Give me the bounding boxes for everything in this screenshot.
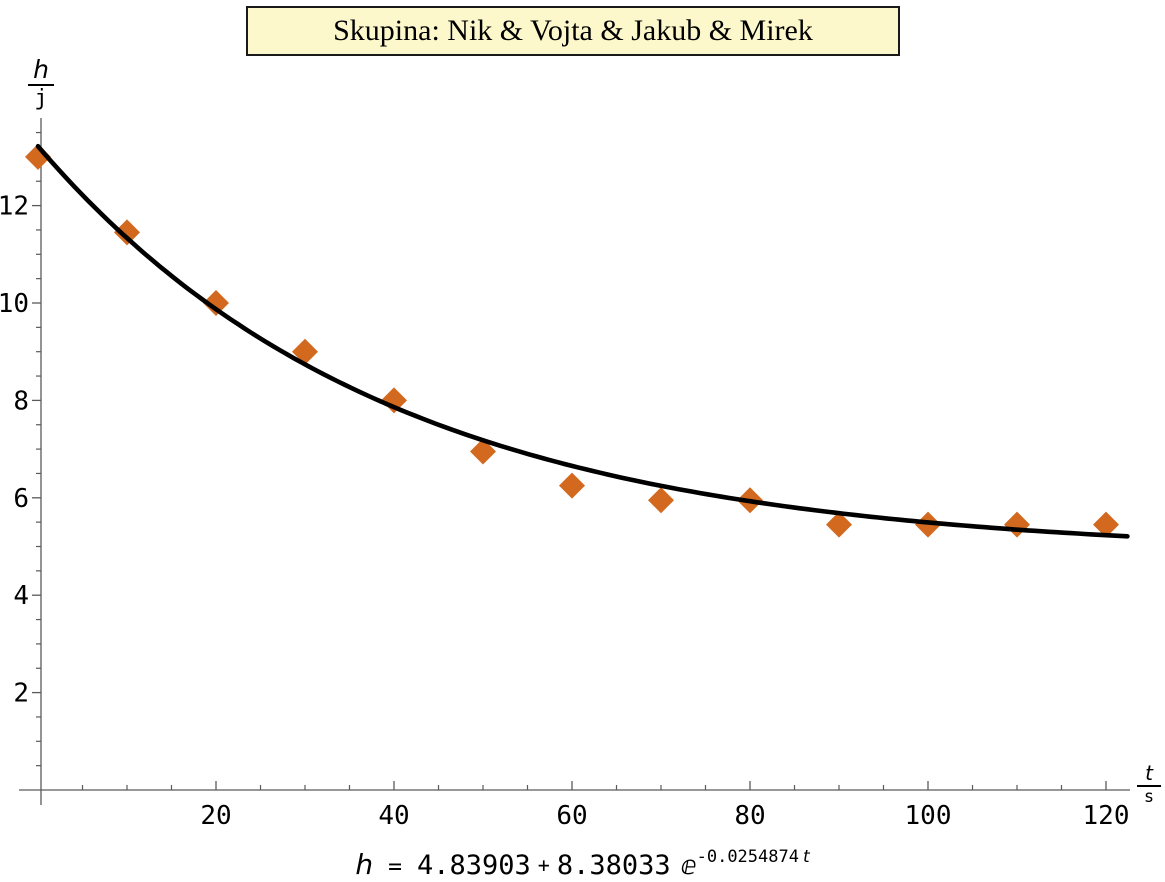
data-point-diamond: [470, 438, 496, 465]
y-tick-label: 6: [13, 484, 29, 514]
formula-exponent: -0.0254874 t: [696, 847, 810, 867]
x-tick-label: 40: [378, 801, 409, 831]
x-tick-label: 120: [1083, 801, 1130, 831]
data-point-diamond: [559, 472, 585, 499]
data-point-diamond: [826, 511, 852, 538]
y-axis-label-fraction-bar: [28, 84, 54, 86]
x-axis-label-denominator: s: [1143, 787, 1155, 807]
x-tick-label: 100: [905, 801, 952, 831]
formula-exponent-variable: t: [802, 847, 810, 867]
y-tick-label: 12: [0, 192, 29, 222]
fit-formula: h = 4.83903 +8.38033 ⅇ-0.0254874 t: [0, 836, 1165, 882]
formula-coefficient: 8.38033: [556, 850, 671, 881]
data-point-diamond: [114, 219, 140, 246]
formula-exponent-coefficient: -0.0254874: [696, 847, 799, 867]
data-point-diamond: [1093, 511, 1119, 538]
x-tick-label: 20: [200, 801, 231, 831]
data-point-diamond: [381, 387, 407, 414]
y-axis-label: h j: [28, 57, 54, 110]
data-point-diamond: [203, 290, 229, 316]
plot-title: Skupina: Nik & Vojta & Jakub & Mirek: [333, 14, 813, 47]
data-point-diamond: [1004, 511, 1030, 538]
title-box: Skupina: Nik & Vojta & Jakub & Mirek: [246, 6, 900, 56]
formula-intercept: 4.83903: [416, 850, 531, 881]
x-axis-label: t s: [1137, 763, 1161, 806]
formula-equals-sign: =: [388, 854, 402, 880]
fit-curve: [35, 143, 1130, 539]
y-tick-label: 8: [13, 386, 29, 416]
y-tick-label: 2: [13, 679, 29, 709]
y-axis-label-denominator: j: [34, 86, 48, 111]
y-tick-label: 4: [13, 581, 29, 611]
x-tick-label: 60: [556, 801, 587, 831]
x-axis-label-fraction-bar: [1137, 785, 1161, 787]
y-tick-label: 10: [0, 289, 29, 319]
y-axis-label-numerator: h: [33, 55, 49, 84]
x-tick-label: 80: [734, 801, 765, 831]
x-axis-label-numerator: t: [1145, 761, 1153, 785]
formula-exponential-e-symbol: ⅇ: [680, 851, 697, 881]
formula-lhs: h: [355, 848, 374, 881]
data-point-diamond: [648, 487, 674, 514]
formula-plus-sign: +: [537, 853, 550, 877]
